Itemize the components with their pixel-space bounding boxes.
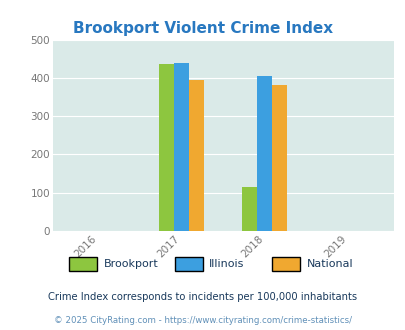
Text: © 2025 CityRating.com - https://www.cityrating.com/crime-statistics/: © 2025 CityRating.com - https://www.city… bbox=[54, 315, 351, 325]
Text: Illinois: Illinois bbox=[209, 259, 244, 269]
Text: Brookport: Brookport bbox=[103, 259, 158, 269]
Bar bbox=[257, 76, 272, 231]
Bar bbox=[189, 80, 204, 231]
Bar bbox=[272, 85, 287, 231]
Bar bbox=[174, 63, 189, 231]
Bar bbox=[159, 64, 174, 231]
Bar bbox=[242, 187, 257, 231]
Text: Crime Index corresponds to incidents per 100,000 inhabitants: Crime Index corresponds to incidents per… bbox=[48, 292, 357, 302]
Text: Brookport Violent Crime Index: Brookport Violent Crime Index bbox=[73, 21, 332, 36]
Text: National: National bbox=[306, 259, 352, 269]
